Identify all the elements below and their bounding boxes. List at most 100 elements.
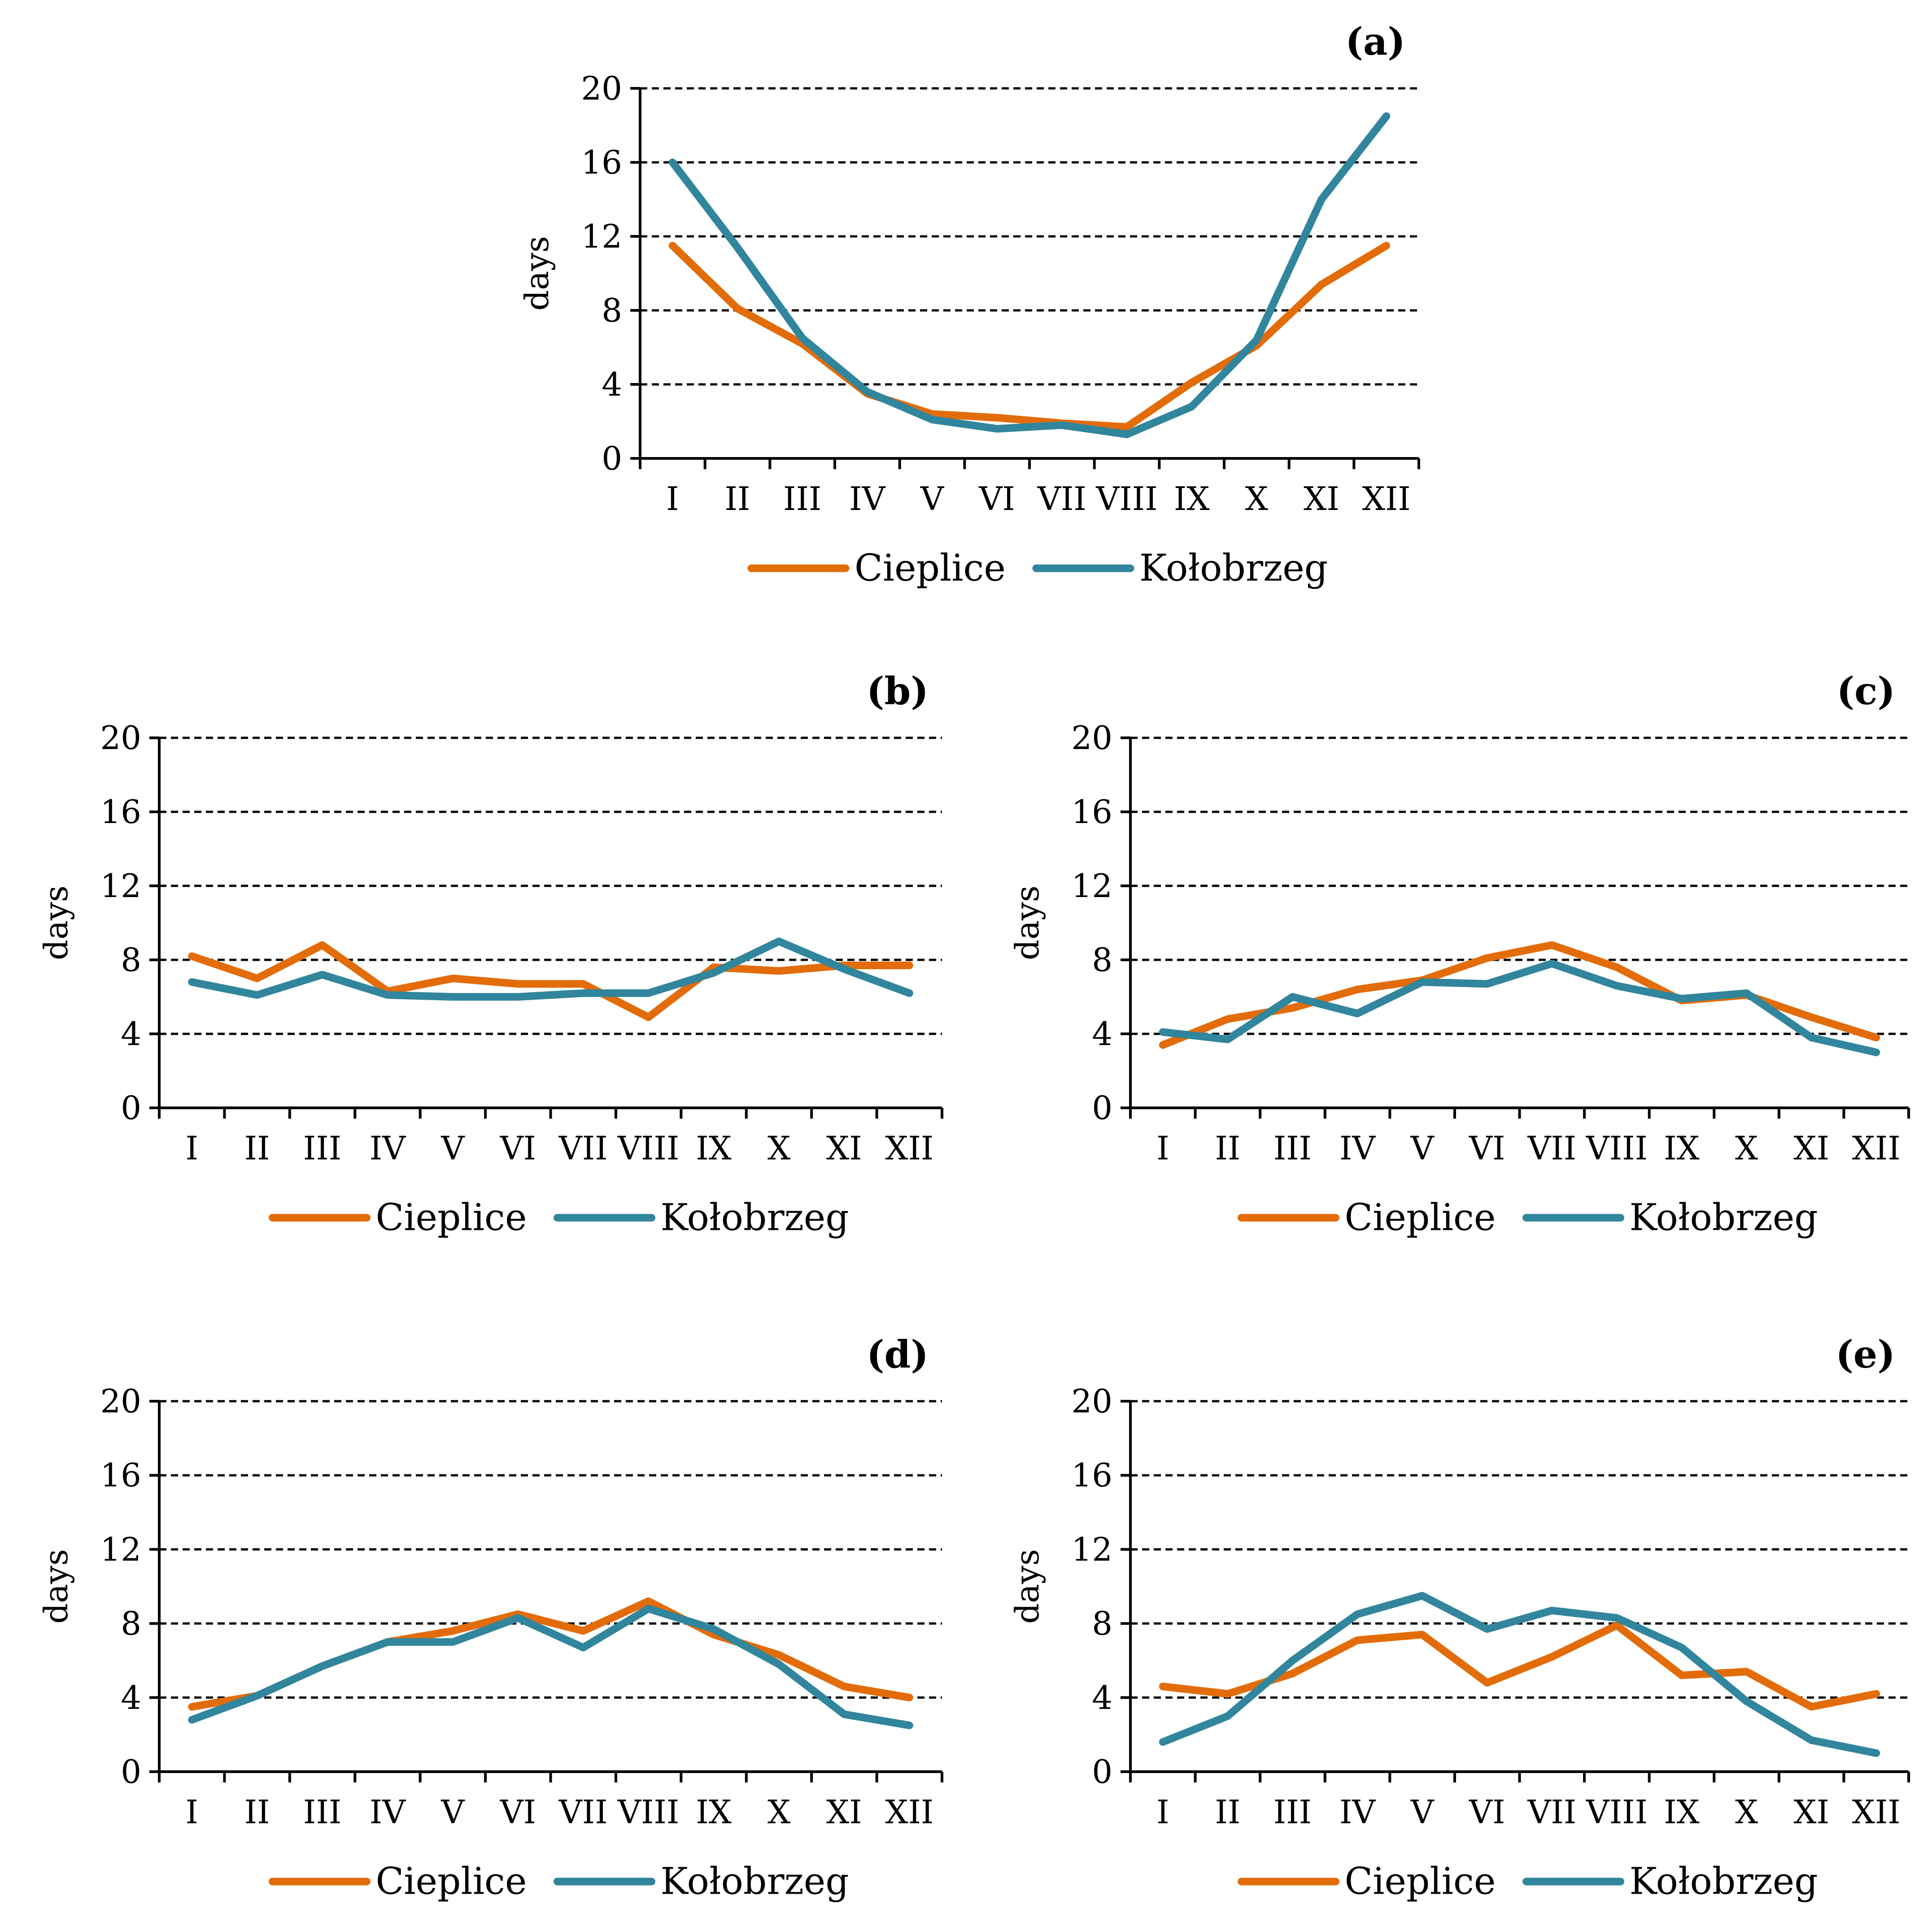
y-axis-title: days	[1008, 885, 1046, 960]
x-tick-label: IV	[1339, 1793, 1376, 1831]
legend-label-kolobrzeg: Kołobrzeg	[1139, 547, 1328, 590]
y-tick-label: 0	[121, 1089, 141, 1127]
y-tick-label: 8	[121, 941, 141, 979]
x-tick-label: II	[725, 480, 750, 518]
y-tick-label: 8	[602, 292, 622, 329]
x-tick-label: VI	[500, 1129, 536, 1167]
panel-letter: (b)	[867, 669, 929, 713]
y-tick-label: 0	[1092, 1753, 1112, 1791]
x-tick-label: IX	[1664, 1793, 1700, 1831]
x-tick-label: XII	[1362, 480, 1411, 518]
x-tick-label: VII	[558, 1129, 608, 1167]
y-tick-label: 20	[1071, 1382, 1112, 1420]
y-tick-label: 20	[581, 70, 622, 107]
x-tick-label: X	[1735, 1129, 1758, 1167]
x-tick-label: V	[920, 480, 945, 518]
x-tick-label: VIII	[1095, 480, 1157, 518]
y-tick-label: 4	[602, 366, 622, 403]
series-line-cieplice	[668, 242, 1391, 431]
y-tick-label: 12	[581, 218, 622, 255]
y-axis-title: days	[37, 885, 75, 960]
x-tick-label: XII	[885, 1129, 933, 1167]
x-tick-label: VII	[558, 1793, 608, 1831]
legend-label-cieplice: Cieplice	[1345, 1197, 1496, 1239]
x-tick-label: X	[768, 1793, 790, 1831]
x-tick-label: IV	[1339, 1129, 1376, 1167]
y-tick-label: 12	[100, 867, 141, 905]
legend: Cieplice Kołobrzeg	[1238, 1197, 1818, 1239]
x-tick-label: VIII	[617, 1129, 679, 1167]
x-tick-label: IV	[370, 1793, 406, 1831]
x-tick-label: VIII	[1586, 1793, 1648, 1831]
x-tick-label: XI	[1793, 1129, 1829, 1167]
x-tick-label: XI	[826, 1793, 862, 1831]
y-tick-label: 16	[1071, 1456, 1112, 1494]
x-tick-label: III	[783, 480, 821, 518]
y-tick-label: 16	[100, 793, 141, 831]
x-tick-label: VI	[500, 1793, 536, 1831]
x-tick-label: XII	[1852, 1793, 1901, 1831]
x-tick-label: XII	[885, 1793, 933, 1831]
y-tick-label: 8	[121, 1605, 141, 1643]
x-tick-label: VI	[1469, 1793, 1505, 1831]
y-tick-label: 8	[1092, 1605, 1112, 1643]
x-tick-label: I	[185, 1793, 198, 1831]
x-tick-label: IX	[1174, 480, 1210, 518]
x-tick-label: III	[1273, 1793, 1312, 1831]
legend-label-kolobrzeg: Kołobrzeg	[661, 1860, 849, 1903]
legend: Cieplice Kołobrzeg	[269, 1860, 849, 1903]
x-tick-label: XI	[1304, 480, 1339, 518]
x-tick-label: II	[244, 1793, 270, 1831]
y-tick-label: 4	[1092, 1679, 1112, 1717]
y-tick-label: 0	[1092, 1089, 1112, 1127]
x-tick-label: VII	[1037, 480, 1086, 518]
panel-letter: (a)	[1345, 19, 1405, 64]
series-line-kolobrzeg	[668, 112, 1391, 438]
x-tick-label: III	[1273, 1129, 1312, 1167]
x-tick-label: X	[1245, 480, 1268, 518]
x-tick-label: III	[303, 1793, 341, 1831]
legend-label-cieplice: Cieplice	[376, 1197, 527, 1239]
series-line-cieplice	[188, 941, 913, 1021]
x-tick-label: IX	[696, 1129, 732, 1167]
legend-label-kolobrzeg: Kołobrzeg	[1630, 1197, 1818, 1239]
x-tick-label: IV	[370, 1129, 406, 1167]
panel-letter: (c)	[1836, 669, 1895, 713]
x-tick-label: II	[1215, 1793, 1240, 1831]
legend-label-kolobrzeg: Kołobrzeg	[1630, 1860, 1818, 1903]
panel-letter: (e)	[1836, 1332, 1895, 1377]
legend: Cieplice Kołobrzeg	[747, 547, 1328, 590]
legend-label-cieplice: Cieplice	[1345, 1860, 1496, 1903]
y-tick-label: 12	[100, 1530, 141, 1568]
y-tick-label: 0	[121, 1753, 141, 1791]
y-tick-label: 16	[1071, 793, 1112, 831]
y-tick-label: 12	[1071, 867, 1112, 905]
x-tick-label: IX	[1664, 1129, 1700, 1167]
series-line-kolobrzeg	[1159, 1592, 1880, 1757]
y-tick-label: 8	[1092, 941, 1112, 979]
x-tick-label: I	[1156, 1129, 1169, 1167]
x-tick-label: XI	[1793, 1793, 1829, 1831]
series-line-kolobrzeg	[1159, 959, 1880, 1056]
x-tick-label: VIII	[1586, 1129, 1648, 1167]
x-tick-label: X	[1735, 1793, 1758, 1831]
y-tick-label: 20	[1071, 719, 1112, 757]
y-tick-label: 4	[121, 1015, 141, 1053]
x-tick-label: V	[1410, 1793, 1435, 1831]
y-axis-title: days	[37, 1549, 75, 1624]
x-tick-label: VI	[978, 480, 1015, 518]
x-tick-label: VII	[1527, 1793, 1576, 1831]
x-tick-label: XII	[1852, 1129, 1901, 1167]
x-tick-label: V	[1410, 1129, 1435, 1167]
y-tick-label: 20	[100, 1382, 141, 1420]
y-tick-label: 16	[581, 144, 622, 181]
x-tick-label: V	[440, 1129, 465, 1167]
y-axis-title: days	[518, 236, 556, 311]
x-tick-label: I	[1156, 1793, 1169, 1831]
x-tick-label: V	[440, 1793, 465, 1831]
